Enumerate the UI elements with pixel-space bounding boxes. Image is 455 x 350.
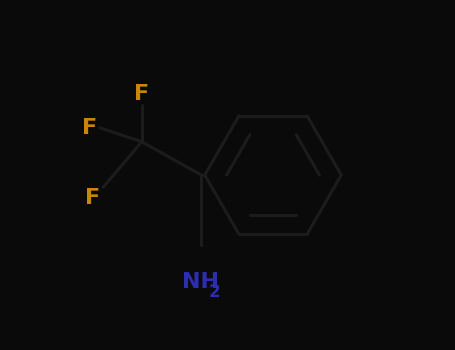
Text: F: F xyxy=(82,118,97,138)
Text: F: F xyxy=(134,84,149,105)
Text: NH: NH xyxy=(182,272,219,292)
Text: 2: 2 xyxy=(208,283,220,301)
Text: F: F xyxy=(85,188,100,208)
